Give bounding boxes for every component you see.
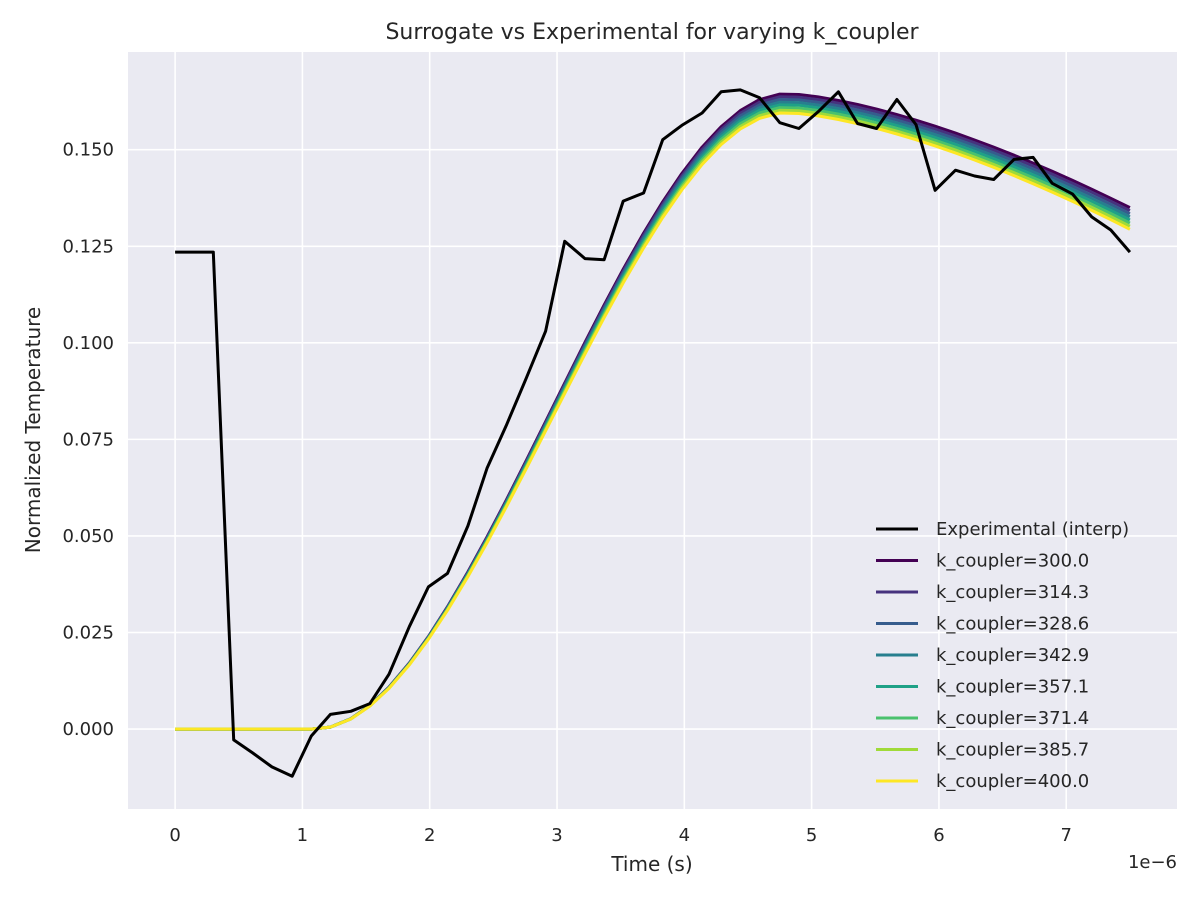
experimental-line [175, 88, 1132, 778]
x-tick-label: 4 [679, 825, 690, 846]
chart-title: Surrogate vs Experimental for varying k_… [385, 20, 919, 45]
y-tick-label: 0.100 [62, 333, 114, 354]
y-tick-label: 0.075 [62, 429, 114, 450]
x-tick-label: 2 [424, 825, 435, 846]
x-tick-label: 7 [1061, 825, 1072, 846]
legend-label: k_coupler=400.0 [936, 771, 1089, 792]
series-layer [175, 88, 1132, 778]
x-tick-label: 1 [297, 825, 308, 846]
legend: Experimental (interp) k_coupler=300.0 k_co… [876, 519, 1129, 792]
x-tick-label: 6 [933, 825, 944, 846]
legend-label: k_coupler=300.0 [936, 551, 1089, 572]
x-axis-ticks: 0 1 2 3 4 5 6 7 [169, 825, 1072, 846]
y-tick-label: 0.050 [62, 526, 114, 547]
legend-label: k_coupler=385.7 [936, 740, 1089, 761]
y-tick-label: 0.150 [62, 140, 114, 161]
legend-label: k_coupler=371.4 [936, 708, 1089, 729]
legend-label: k_coupler=314.3 [936, 582, 1089, 603]
x-axis-offset-label: 1e−6 [1128, 852, 1177, 873]
legend-label: Experimental (interp) [936, 519, 1129, 540]
y-tick-label: 0.000 [62, 719, 114, 740]
x-tick-label: 0 [169, 825, 180, 846]
y-axis-ticks: 0.000 0.025 0.050 0.075 0.100 0.125 0.150 [62, 140, 114, 740]
legend-label: k_coupler=328.6 [936, 614, 1089, 635]
legend-label: k_coupler=357.1 [936, 677, 1089, 698]
y-tick-label: 0.125 [62, 236, 114, 257]
x-tick-label: 5 [806, 825, 817, 846]
legend-label: k_coupler=342.9 [936, 645, 1089, 666]
x-tick-label: 3 [551, 825, 562, 846]
y-axis-label: Normalized Temperature [21, 307, 45, 553]
surrogate-line-8 [175, 111, 1131, 731]
x-axis-label: Time (s) [610, 852, 692, 876]
y-tick-label: 0.025 [62, 622, 114, 643]
